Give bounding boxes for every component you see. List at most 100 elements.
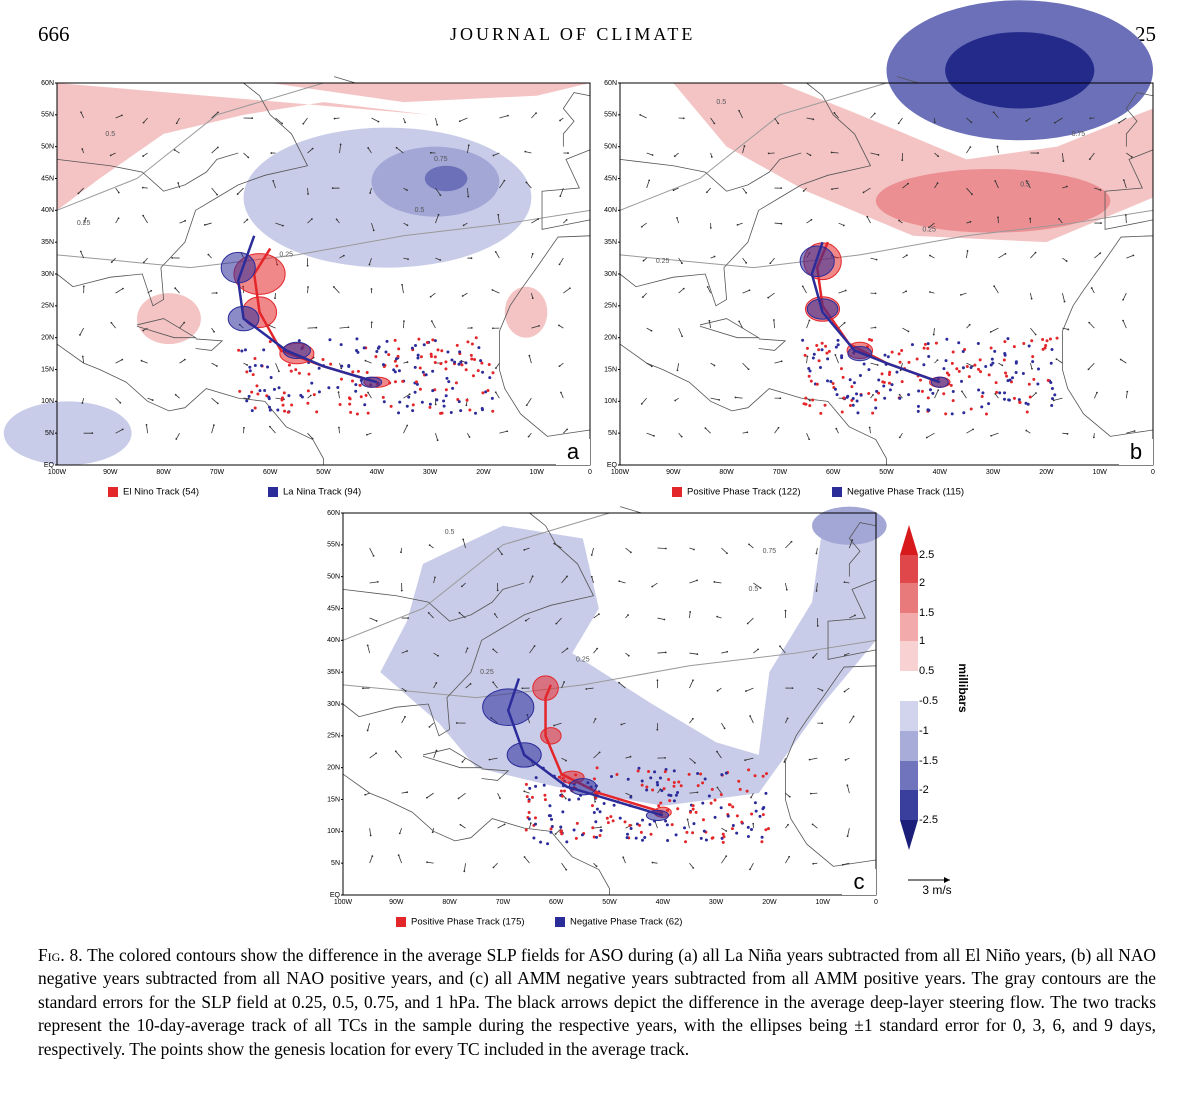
lat-label: 35N xyxy=(41,239,54,246)
steering-arrow xyxy=(339,144,342,154)
arrow-head xyxy=(809,154,812,157)
arrow-head xyxy=(691,717,694,720)
arrow-head xyxy=(854,614,856,617)
steering-arrow xyxy=(1125,391,1128,399)
steering-arrow xyxy=(433,577,436,584)
arrow-head xyxy=(559,195,562,197)
genesis-point xyxy=(297,339,301,343)
arrow-head xyxy=(749,868,751,871)
genesis-point xyxy=(651,788,655,792)
steering-arrow xyxy=(742,289,750,294)
steering-arrow xyxy=(994,180,999,189)
coastline xyxy=(620,506,642,514)
arrow-head xyxy=(989,331,992,333)
arrow-head xyxy=(81,402,84,404)
genesis-point xyxy=(315,410,319,414)
arrow-head xyxy=(362,687,364,690)
arrow-head xyxy=(932,333,935,336)
steering-arrow xyxy=(179,359,186,364)
genesis-point xyxy=(898,360,902,364)
arrow-head xyxy=(744,759,747,762)
genesis-point xyxy=(484,390,488,394)
slp-contour xyxy=(424,165,468,192)
arrow-head xyxy=(812,656,814,659)
arrow-head xyxy=(780,187,783,190)
genesis-point xyxy=(247,394,251,398)
arrow-head xyxy=(783,761,786,763)
genesis-point xyxy=(286,410,290,414)
steering-arrow xyxy=(80,251,85,259)
legend-label: Negative Phase Track (62) xyxy=(570,917,682,928)
genesis-point xyxy=(834,345,838,349)
lat-label: 30N xyxy=(604,271,617,278)
genesis-point xyxy=(754,809,758,813)
genesis-point xyxy=(993,349,997,353)
genesis-point xyxy=(883,353,887,357)
contour-label: 0.5 xyxy=(105,131,115,138)
genesis-point xyxy=(842,396,846,400)
arrow-head xyxy=(713,122,716,125)
genesis-point xyxy=(549,830,553,834)
arrow-head xyxy=(503,179,506,182)
arrow-head xyxy=(772,319,775,321)
genesis-point xyxy=(524,828,528,832)
arrow-head xyxy=(342,254,345,257)
arrow-head xyxy=(898,219,901,222)
arrow-head xyxy=(997,216,999,219)
steering-arrow xyxy=(866,216,871,224)
lon-label: 50W xyxy=(602,899,617,906)
steering-arrow xyxy=(721,547,728,554)
steering-arrow xyxy=(459,612,466,619)
arrow-head xyxy=(404,690,407,692)
genesis-point xyxy=(761,807,765,811)
contour-label: 0.25 xyxy=(480,669,494,676)
steering-arrow xyxy=(111,322,116,329)
genesis-point xyxy=(290,403,294,407)
steering-arrow xyxy=(991,432,999,437)
steering-arrow xyxy=(753,582,761,589)
genesis-point xyxy=(539,840,543,844)
genesis-point xyxy=(542,783,546,787)
arrow-head xyxy=(503,823,506,826)
arrow-head xyxy=(618,580,621,583)
genesis-point xyxy=(944,359,948,363)
arrow-head xyxy=(1066,185,1068,188)
se-contour xyxy=(619,82,887,211)
steering-arrow xyxy=(710,117,715,124)
genesis-point xyxy=(527,817,531,821)
arrow-head xyxy=(492,681,495,684)
steering-arrow xyxy=(966,146,971,154)
steering-arrow xyxy=(721,827,727,832)
panel-letter: c xyxy=(854,869,865,894)
steering-arrow xyxy=(625,792,632,797)
steering-arrow xyxy=(742,362,749,370)
genesis-point xyxy=(1045,339,1049,343)
coastline xyxy=(56,343,324,465)
genesis-point xyxy=(339,343,343,347)
arrow-head xyxy=(339,143,342,146)
arrow-head xyxy=(524,619,527,622)
genesis-point xyxy=(454,381,458,385)
arrow-head xyxy=(403,320,405,323)
lon-label: 100W xyxy=(48,469,67,476)
genesis-point xyxy=(356,369,360,373)
genesis-point xyxy=(987,373,991,377)
genesis-point xyxy=(666,839,670,843)
genesis-point xyxy=(548,804,552,808)
steering-arrow xyxy=(460,824,466,829)
steering-arrow xyxy=(849,615,856,619)
arrow-head xyxy=(1025,180,1028,182)
arrow-head xyxy=(1058,217,1060,220)
genesis-point xyxy=(392,368,396,372)
arrow-head xyxy=(462,224,465,227)
genesis-point xyxy=(746,825,750,829)
arrow-head xyxy=(656,728,659,731)
lat-label: 60N xyxy=(327,510,340,517)
arrow-head xyxy=(429,295,432,298)
arrow-head xyxy=(844,654,846,657)
genesis-point xyxy=(364,393,368,397)
genesis-point xyxy=(918,378,922,382)
genesis-point xyxy=(818,365,822,369)
contour-label: 0.25 xyxy=(77,220,91,227)
arrow-head xyxy=(142,329,145,332)
